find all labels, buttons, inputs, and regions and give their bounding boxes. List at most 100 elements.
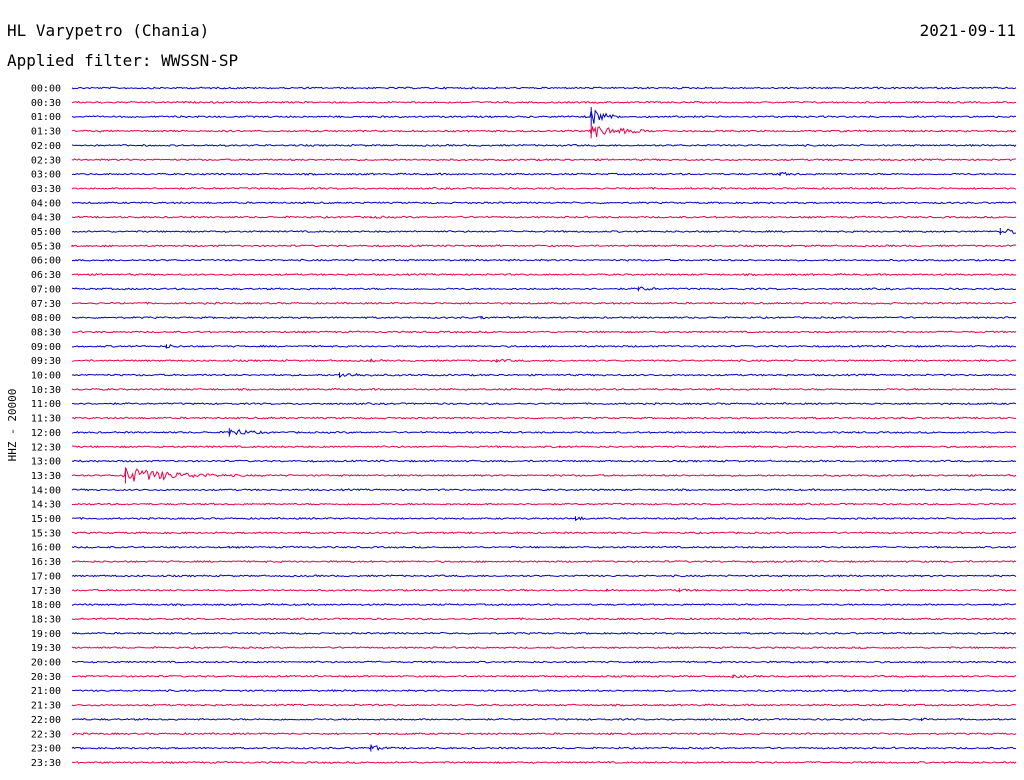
row-time-label: 00:00 xyxy=(31,84,61,95)
row-time-label: 13:30 xyxy=(31,471,61,482)
trace-row-1230 xyxy=(71,445,1017,449)
trace-row-1930 xyxy=(71,646,1017,650)
row-time-label: 16:00 xyxy=(31,543,61,554)
row-time-label: 00:30 xyxy=(31,98,61,109)
row-time-label: 06:00 xyxy=(31,256,61,267)
row-time-label: 15:30 xyxy=(31,528,61,539)
trace-row-0800 xyxy=(71,315,1017,320)
date-label: 2021-09-11 xyxy=(920,21,1016,40)
trace-row-1030 xyxy=(71,387,1017,392)
filter-label: Applied filter: WWSSN-SP xyxy=(7,51,238,70)
row-time-label: 03:30 xyxy=(31,184,61,195)
row-time-label: 10:30 xyxy=(31,385,61,396)
trace-row-1400 xyxy=(71,488,1017,492)
trace-row-1300 xyxy=(71,459,1017,463)
trace-row-1530 xyxy=(72,531,1017,535)
station-title: HL Varypetro (Chania) xyxy=(7,21,209,40)
row-time-label: 13:00 xyxy=(31,457,61,468)
row-time-label: 16:30 xyxy=(31,557,61,568)
row-time-label: 23:00 xyxy=(31,744,61,755)
trace-row-0200 xyxy=(71,143,1017,148)
trace-row-0400 xyxy=(71,201,1017,205)
row-time-label: 05:30 xyxy=(31,241,61,252)
trace-row-1800 xyxy=(71,603,1017,607)
row-time-label: 01:00 xyxy=(31,112,61,123)
row-time-label: 18:30 xyxy=(31,614,61,625)
trace-row-0130 xyxy=(71,125,1017,138)
trace-row-0230 xyxy=(71,158,1016,162)
trace-row-0030 xyxy=(71,100,1017,104)
row-time-label: 15:00 xyxy=(31,514,61,525)
trace-row-2130 xyxy=(71,703,1017,707)
row-time-label: 22:00 xyxy=(31,715,61,726)
row-time-label: 02:30 xyxy=(31,155,61,166)
row-time-label: 14:30 xyxy=(31,500,61,511)
row-time-label: 14:00 xyxy=(31,485,61,496)
trace-row-1100 xyxy=(71,402,1017,406)
trace-row-0730 xyxy=(71,301,1017,305)
trace-row-2330 xyxy=(71,760,1017,765)
trace-row-0630 xyxy=(71,272,1017,277)
row-time-label: 17:30 xyxy=(31,586,61,597)
row-time-label: 08:30 xyxy=(31,327,61,338)
trace-row-0930 xyxy=(71,358,1016,363)
trace-row-0600 xyxy=(71,258,1017,262)
trace-row-0100 xyxy=(71,109,1017,124)
row-time-label: 03:00 xyxy=(31,170,61,181)
row-time-label: 19:00 xyxy=(31,629,61,640)
row-time-label: 11:30 xyxy=(31,414,61,425)
row-time-label: 20:00 xyxy=(31,658,61,669)
trace-row-1630 xyxy=(71,559,1017,564)
row-time-label: 21:00 xyxy=(31,686,61,697)
trace-row-1830 xyxy=(71,617,1017,621)
row-time-label: 12:30 xyxy=(31,442,61,453)
row-time-label: 21:30 xyxy=(31,701,61,712)
row-time-label: 09:00 xyxy=(31,342,61,353)
row-time-label: 11:00 xyxy=(31,399,61,410)
row-time-label: 02:00 xyxy=(31,141,61,152)
trace-row-2200 xyxy=(71,717,1017,721)
row-time-label: 05:00 xyxy=(31,227,61,238)
trace-row-0830 xyxy=(71,330,1017,334)
trace-row-1430 xyxy=(71,502,1017,506)
row-time-label: 23:30 xyxy=(31,758,61,769)
trace-row-1700 xyxy=(71,574,1017,578)
row-time-label: 18:00 xyxy=(31,600,61,611)
trace-row-1600 xyxy=(71,545,1017,549)
row-time-label: 12:00 xyxy=(31,428,61,439)
trace-row-0500 xyxy=(71,228,1017,234)
trace-row-0430 xyxy=(71,215,1017,219)
row-time-label: 08:00 xyxy=(31,313,61,324)
trace-row-1730 xyxy=(71,588,1017,592)
row-time-label: 04:30 xyxy=(31,213,61,224)
trace-row-2300 xyxy=(71,744,1017,752)
row-time-label: 04:00 xyxy=(31,198,61,209)
trace-row-0900 xyxy=(71,344,1016,349)
trace-rows: 00:00 00:30 01:00 01:30 02:00 02:30 03:00 03:30… xyxy=(31,84,1017,769)
row-time-label: 20:30 xyxy=(31,672,61,683)
row-time-label: 06:30 xyxy=(31,270,61,281)
trace-row-1130 xyxy=(71,416,1017,420)
row-time-label: 07:00 xyxy=(31,284,61,295)
y-axis-label: HHZ - 20000 xyxy=(6,389,19,462)
trace-row-1330 xyxy=(71,467,1017,482)
trace-row-0300 xyxy=(71,171,1017,176)
row-time-label: 01:30 xyxy=(31,127,61,138)
trace-row-1200 xyxy=(71,428,1017,436)
row-time-label: 07:30 xyxy=(31,299,61,310)
trace-row-2030 xyxy=(71,674,1017,679)
trace-row-1900 xyxy=(71,631,1017,635)
row-time-label: 09:30 xyxy=(31,356,61,367)
trace-row-1500 xyxy=(72,516,1017,521)
trace-row-0000 xyxy=(71,86,1017,90)
row-time-label: 22:30 xyxy=(31,729,61,740)
row-time-label: 17:00 xyxy=(31,571,61,582)
row-time-label: 19:30 xyxy=(31,643,61,654)
trace-row-0330 xyxy=(71,186,1017,191)
trace-row-2230 xyxy=(72,732,1017,736)
row-time-label: 10:00 xyxy=(31,371,61,382)
trace-row-2000 xyxy=(71,660,1017,664)
trace-row-0530 xyxy=(71,244,1017,248)
trace-row-1000 xyxy=(71,372,1017,378)
